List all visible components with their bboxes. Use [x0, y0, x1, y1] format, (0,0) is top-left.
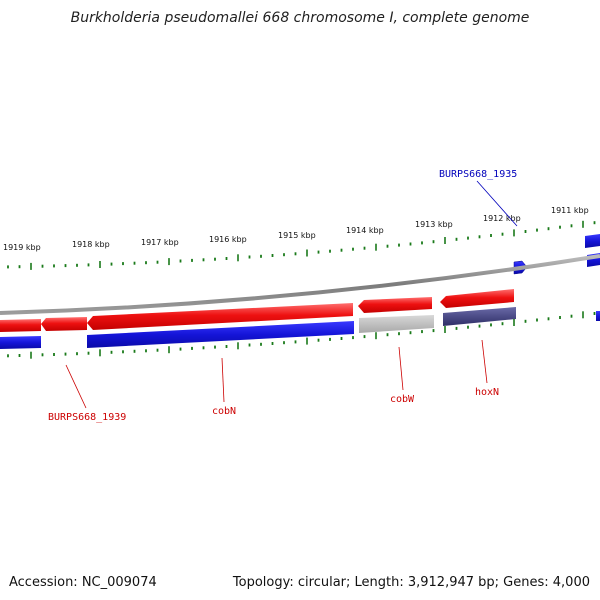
gene-cobn-reverse[interactable]	[87, 321, 354, 348]
gene-cobw-reverse[interactable]	[359, 315, 434, 333]
scale-tick-ring-upper	[7, 220, 596, 270]
leader-burps668-1939	[65, 364, 87, 409]
reverse-genes	[0, 307, 516, 349]
scale-label-1917: 1917 kbp	[141, 238, 179, 247]
scale-label-1912: 1912 kbp	[483, 214, 521, 223]
forward-genes	[0, 289, 514, 332]
leader-cobw	[398, 346, 404, 391]
gene-edge-low[interactable]	[596, 311, 600, 321]
chromosome-backbone	[0, 254, 600, 315]
scale-label-1913: 1913 kbp	[415, 220, 453, 229]
leader-hoxn	[481, 339, 488, 384]
label-burps668-1935[interactable]: BURPS668_1935	[439, 169, 517, 180]
scale-label-1915: 1915 kbp	[278, 231, 316, 240]
topology-summary-text: Topology: circular; Length: 3,912,947 bp…	[232, 575, 590, 590]
scale-tick-ring-lower	[7, 311, 596, 359]
scale-label-1911: 1911 kbp	[551, 206, 589, 215]
scale-label-1919: 1919 kbp	[3, 243, 41, 252]
label-hoxn[interactable]: hoxN	[475, 387, 499, 398]
gene-labels: BURPS668_1935 BURPS668_1939 cobN cobW ho…	[48, 169, 517, 423]
scale-labels: 1911 kbp 1912 kbp 1913 kbp 1914 kbp 1915…	[3, 206, 589, 252]
gene-hoxn[interactable]	[443, 307, 516, 326]
gene-cobw[interactable]	[358, 297, 432, 313]
gene-cobn[interactable]	[87, 303, 353, 330]
scale-label-1916: 1916 kbp	[209, 235, 247, 244]
gene-red-1[interactable]	[0, 319, 41, 332]
gene-edge-top[interactable]	[585, 234, 600, 248]
gene-red-2[interactable]	[41, 317, 87, 331]
accession-text: Accession: NC_009074	[9, 575, 157, 590]
scale-label-1918: 1918 kbp	[72, 240, 110, 249]
label-cobw[interactable]: cobW	[390, 394, 415, 405]
leader-cobn	[221, 357, 225, 403]
gene-hoxn-forward[interactable]	[440, 289, 514, 308]
scale-label-1914: 1914 kbp	[346, 226, 384, 235]
leader-burps668-1935	[476, 180, 518, 227]
label-burps668-1939[interactable]: BURPS668_1939	[48, 412, 126, 423]
page-title: Burkholderia pseudomallei 668 chromosome…	[70, 10, 530, 26]
label-cobn[interactable]: cobN	[212, 406, 236, 417]
gene-burps668-1939[interactable]	[0, 336, 41, 349]
label-leaders	[65, 180, 518, 409]
